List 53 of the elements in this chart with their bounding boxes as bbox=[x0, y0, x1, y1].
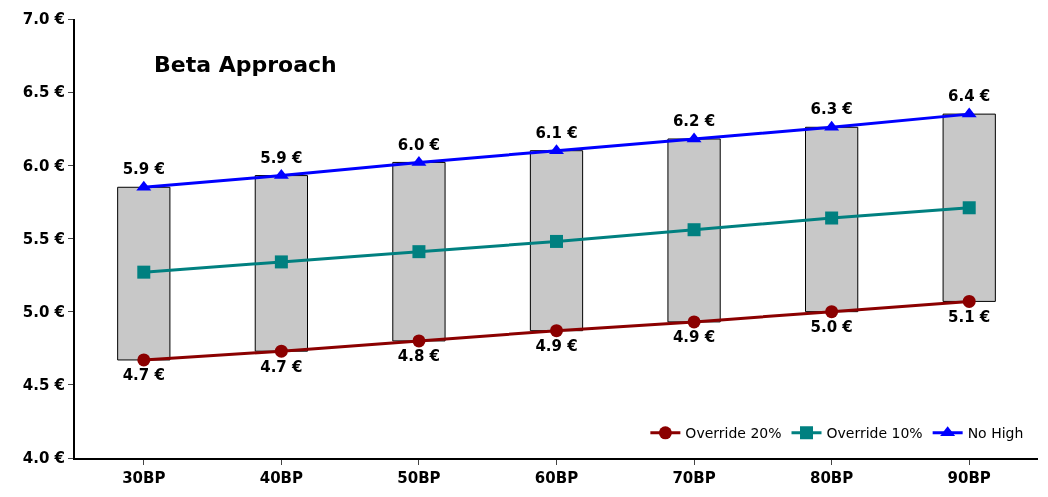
data-label: 5.9 € bbox=[122, 160, 165, 179]
bar bbox=[254, 175, 308, 352]
data-label: 4.7 € bbox=[122, 366, 165, 385]
y-tick-label: 4.0 € bbox=[22, 449, 65, 468]
point bbox=[962, 294, 976, 308]
bar bbox=[667, 138, 721, 323]
data-label: 6.4 € bbox=[948, 87, 991, 106]
x-tick-label: 90BP bbox=[947, 469, 991, 487]
point bbox=[962, 201, 976, 215]
point bbox=[687, 223, 701, 237]
y-tick-label: 5.5 € bbox=[22, 229, 65, 248]
data-label: 6.2 € bbox=[672, 112, 716, 131]
data-label: 4.8 € bbox=[397, 347, 441, 366]
x-tick-label: 50BP bbox=[397, 469, 441, 487]
y-tick-label: 7.0 € bbox=[22, 10, 65, 29]
point bbox=[687, 315, 701, 329]
point bbox=[412, 245, 426, 259]
point bbox=[274, 255, 288, 269]
data-label: 5.9 € bbox=[260, 148, 303, 167]
bar bbox=[529, 150, 584, 332]
data-label: 6.0 € bbox=[397, 135, 441, 154]
point bbox=[825, 211, 839, 225]
legend-label: Override 10% bbox=[826, 425, 923, 442]
legend-label: No High bbox=[967, 425, 1024, 442]
x-tick-label: 70BP bbox=[672, 469, 716, 487]
legend-label: Override 20% bbox=[685, 425, 782, 442]
y-tick-label: 6.0 € bbox=[22, 156, 65, 175]
x-tick-label: 30BP bbox=[122, 469, 166, 487]
bar bbox=[392, 161, 446, 342]
bar bbox=[805, 126, 859, 313]
point bbox=[274, 344, 288, 358]
y-tick-label: 5.0 € bbox=[22, 302, 65, 321]
data-label: 4.9 € bbox=[535, 337, 578, 356]
point bbox=[550, 234, 563, 248]
point bbox=[137, 353, 151, 367]
point bbox=[137, 265, 151, 279]
data-label: 5.1 € bbox=[948, 307, 991, 326]
data-label: 6.3 € bbox=[810, 100, 853, 119]
data-label: 5.0 € bbox=[810, 318, 853, 337]
x-tick-label: 40BP bbox=[259, 469, 304, 487]
point bbox=[412, 334, 426, 348]
point bbox=[550, 324, 563, 338]
data-label: 6.1 € bbox=[535, 123, 578, 142]
text: Beta Approach bbox=[154, 52, 337, 77]
data-label: 4.9 € bbox=[672, 328, 716, 347]
point bbox=[825, 305, 839, 319]
bar bbox=[117, 186, 171, 361]
data-label: 4.7 € bbox=[260, 357, 303, 376]
y-tick-label: 4.5 € bbox=[22, 376, 65, 395]
x-tick-label: 60BP bbox=[534, 469, 579, 487]
x-tick-label: 80BP bbox=[809, 469, 854, 487]
y-tick-label: 6.5 € bbox=[22, 83, 65, 102]
bar bbox=[942, 113, 996, 302]
